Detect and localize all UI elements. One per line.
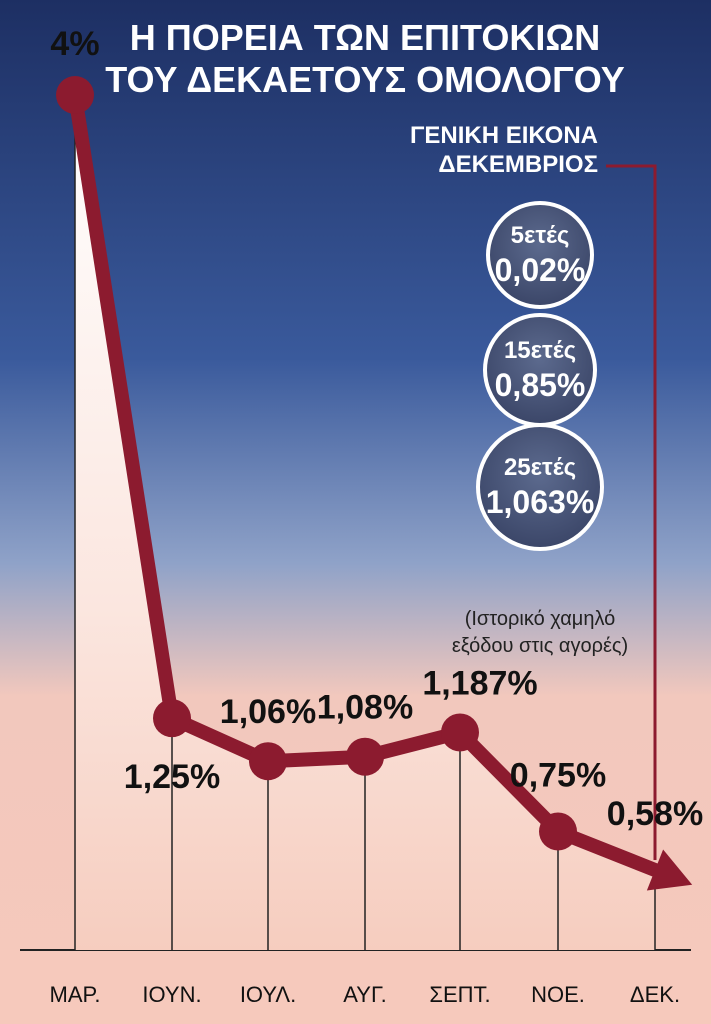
inset-label: 5ετές: [511, 222, 570, 249]
chart-title: ΤΟΥ ΔΕΚΑΕΤΟΥΣ ΟΜΟΛΟΓΟΥ: [105, 59, 625, 100]
inset-label: 15ετές: [504, 337, 576, 364]
value-label: 0,75%: [510, 756, 606, 794]
plot: [56, 76, 693, 950]
x-tick-label: ΣΕΠΤ.: [429, 982, 490, 1007]
arrow-head: [646, 849, 693, 891]
point: [346, 737, 384, 776]
inset-bubble: [486, 201, 594, 309]
value-label: 1,25%: [124, 758, 220, 796]
point: [539, 812, 577, 851]
point: [441, 713, 479, 752]
inset-bubble: [476, 423, 604, 551]
x-tick-label: ΙΟΥΝ.: [142, 982, 201, 1007]
value-label: 4%: [50, 25, 99, 63]
annotation: εξόδου στις αγορές): [452, 635, 628, 657]
inset-value: 0,02%: [495, 252, 586, 288]
x-tick-label: ΝΟΕ.: [531, 982, 585, 1007]
inset-value: 1,063%: [486, 484, 595, 520]
point: [153, 699, 191, 738]
x-tick-label: ΑΥΓ.: [343, 982, 387, 1007]
value-label: 1,08%: [317, 689, 413, 727]
x-tick-label: ΜΑΡ.: [50, 982, 101, 1007]
value-label: 0,58%: [607, 795, 703, 833]
inset-title: ΔΕΚΕΜΒΡΙΟΣ: [438, 151, 598, 178]
inset-value: 0,85%: [495, 367, 586, 403]
value-label: 1,187%: [422, 664, 537, 702]
x-tick-label: ΙΟΥΛ.: [240, 982, 296, 1007]
inset-title: ΓΕΝΙΚΗ ΕΙΚΟΝΑ: [410, 122, 598, 149]
x-tick-label: ΔΕΚ.: [630, 982, 680, 1007]
value-label: 1,06%: [220, 693, 316, 731]
point: [249, 742, 287, 781]
annotation: (Ιστορικό χαμηλό: [465, 608, 616, 630]
inset-label: 25ετές: [504, 454, 576, 481]
point: [56, 76, 94, 114]
chart-title: Η ΠΟΡΕΙΑ ΤΩΝ ΕΠΙΤΟΚΙΩΝ: [130, 17, 600, 58]
connector: [606, 164, 657, 860]
footer-band: [0, 950, 711, 1024]
